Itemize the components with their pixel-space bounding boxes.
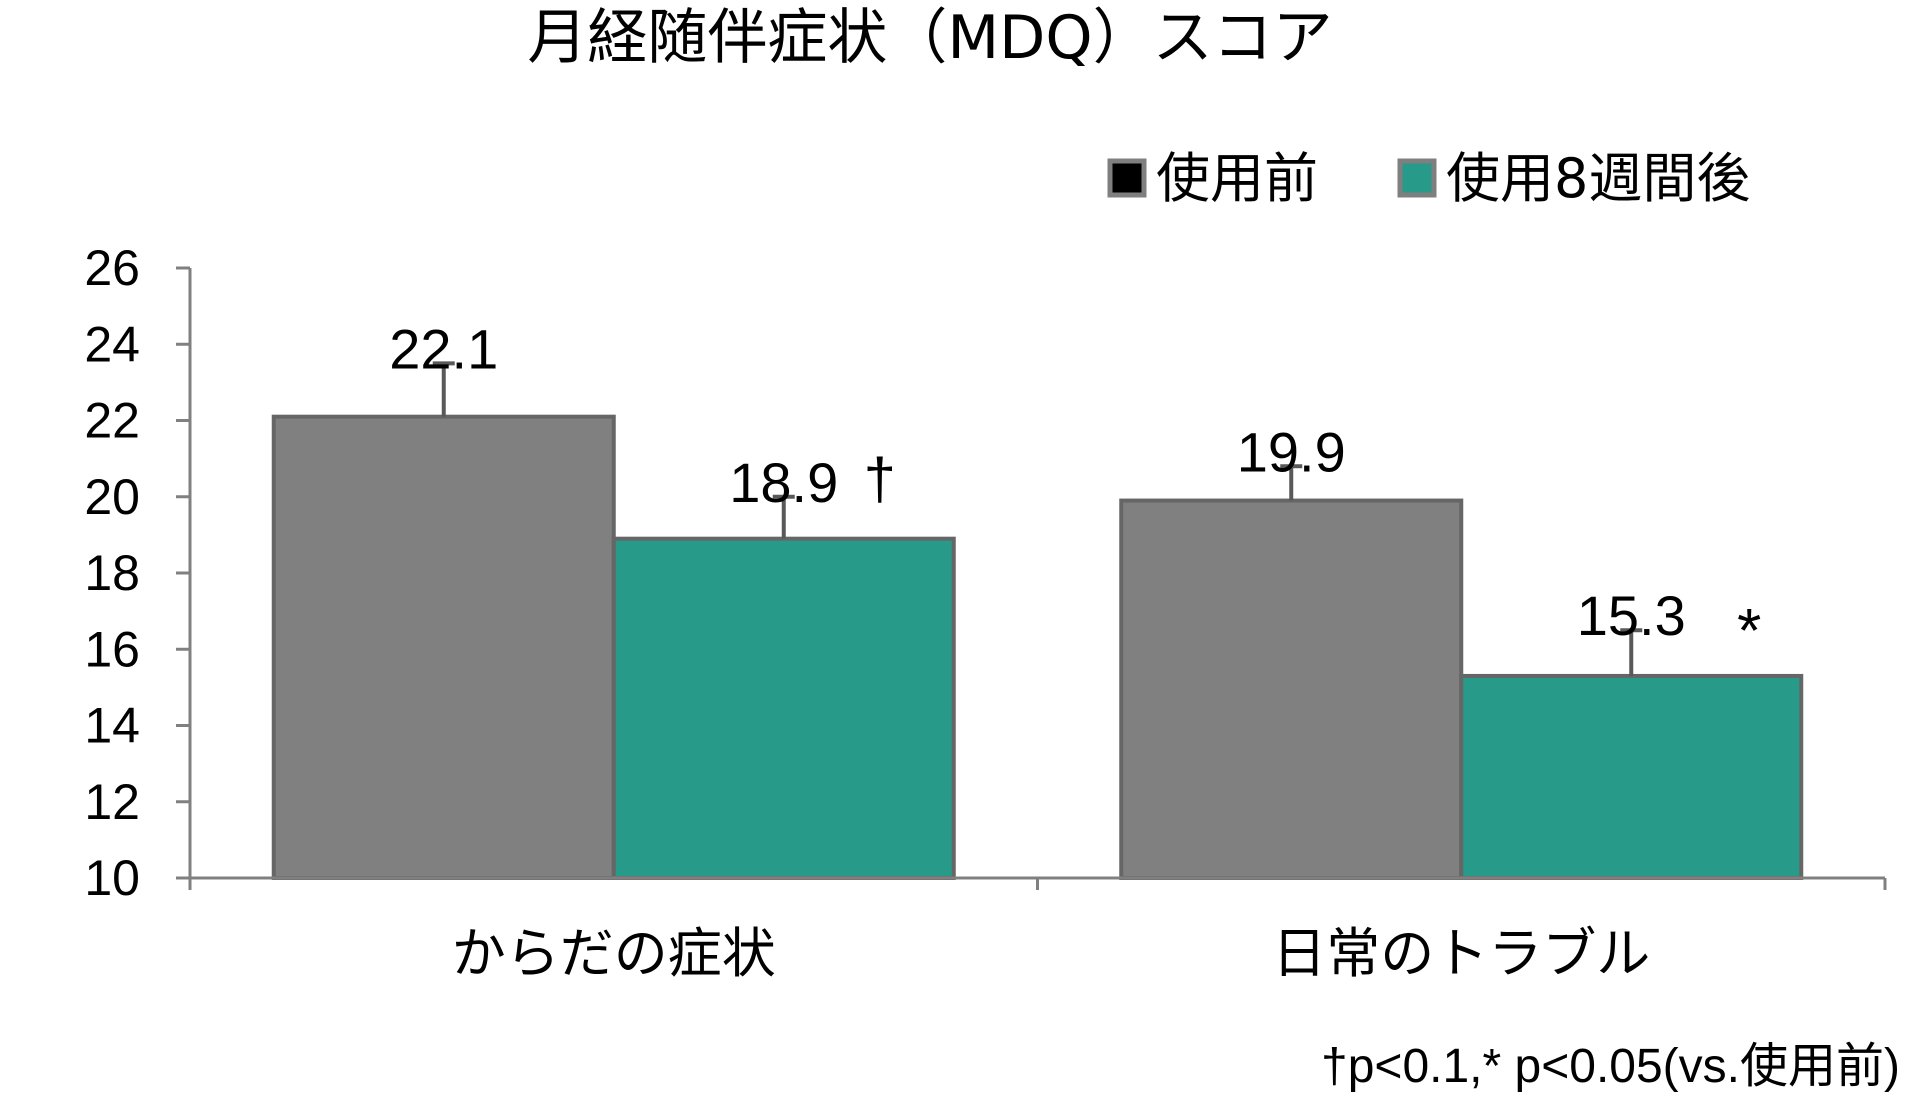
data-label: 22.1 (389, 317, 498, 380)
x-category-label: 日常のトラブル (1272, 922, 1650, 985)
legend-swatch (1397, 158, 1437, 198)
bar (611, 536, 956, 880)
significance-footnote: †p<0.1,* p<0.05(vs.使用前) (1321, 1040, 1900, 1093)
y-tick-label: 22 (84, 393, 140, 449)
bar (271, 414, 616, 880)
significance-marker: † (864, 447, 896, 512)
y-tick-label: 16 (84, 621, 140, 677)
legend-swatch (1107, 158, 1147, 198)
y-tick-label: 12 (84, 774, 140, 830)
y-tick-label: 20 (84, 469, 140, 525)
chart-title: 月経随伴症状（MDQ）スコア (527, 3, 1332, 73)
bar (1119, 498, 1464, 880)
y-tick-label: 24 (84, 316, 140, 372)
y-tick-label: 26 (84, 240, 140, 296)
bars-layer (271, 414, 1804, 880)
y-tick-label: 14 (84, 698, 140, 754)
error-bars-layer (432, 361, 1643, 676)
x-category-label: からだの症状 (452, 922, 776, 985)
y-axis: 10 12 14 16 18 20 22 24 26 (84, 240, 192, 906)
data-label: 15.3 (1577, 584, 1686, 647)
significance-marker: * (1737, 597, 1761, 666)
legend-label: 使用8週間後 (1446, 147, 1750, 210)
data-label: 19.9 (1237, 420, 1346, 483)
data-label: 18.9 (729, 451, 838, 514)
x-axis: からだの症状 日常のトラブル (188, 876, 1887, 985)
bar (1459, 673, 1804, 880)
legend-label: 使用前 (1156, 147, 1318, 210)
legend: 使用前 使用8週間後 (1107, 147, 1750, 210)
y-tick-label: 18 (84, 545, 140, 601)
y-tick-label: 10 (84, 850, 140, 906)
data-labels-layer: 22.1 19.9 18.9 † 15.3 * (389, 317, 1761, 666)
